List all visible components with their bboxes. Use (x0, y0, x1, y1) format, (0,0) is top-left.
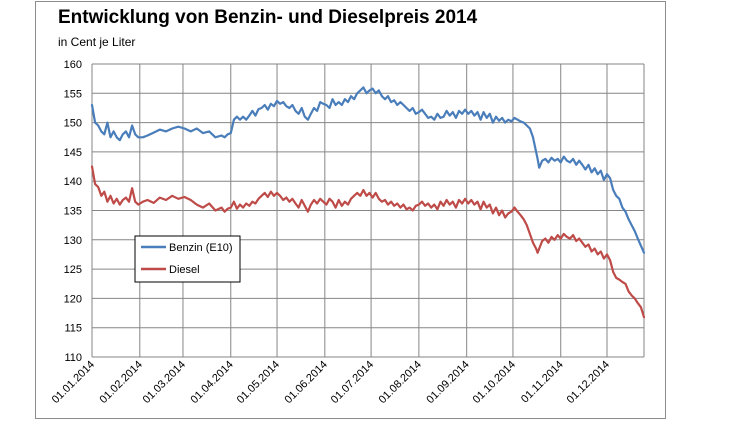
y-tick-label: 155 (64, 88, 82, 100)
y-tick-label: 160 (64, 59, 82, 71)
y-tick-label: 125 (64, 264, 82, 276)
x-tick-label: 01.07.2014 (329, 359, 376, 406)
chart-title: Entwicklung von Benzin- und Dieselpreis … (58, 7, 478, 28)
y-tick-label: 130 (64, 235, 82, 247)
series-line-benzin (90, 86, 646, 254)
legend-label: Benzin (E10) (169, 242, 233, 254)
series-line-diesel (90, 165, 646, 319)
x-tick-label: 01.03.2014 (141, 359, 188, 406)
x-tick-label: 01.10.2014 (471, 359, 518, 406)
y-tick-label: 120 (64, 293, 82, 305)
x-tick-label: 01.06.2014 (283, 359, 330, 406)
y-tick-label: 140 (64, 176, 82, 188)
x-tick-label: 01.05.2014 (235, 359, 282, 406)
legend: Benzin (E10) Diesel (134, 235, 241, 283)
y-tick-label: 135 (64, 206, 82, 218)
chart-subtitle: in Cent je Liter (58, 35, 136, 49)
y-tick-label: 145 (64, 147, 82, 159)
x-tick-label: 01.02.2014 (97, 359, 144, 406)
x-tick-label: 01.01.2014 (50, 359, 97, 406)
x-tick-label: 01.08.2014 (377, 359, 424, 406)
y-tick-label: 110 (64, 352, 82, 364)
x-tick-label: 01.09.2014 (424, 359, 471, 406)
y-tick-label: 150 (64, 118, 82, 130)
y-tick-label: 115 (64, 323, 82, 335)
x-tick-label: 01.12.2014 (565, 359, 612, 406)
x-tick-label: 01.04.2014 (188, 359, 235, 406)
x-tick-label: 01.11.2014 (519, 359, 566, 406)
legend-box (134, 235, 241, 283)
y-axis-ticks: 160 155 150 145 140 135 130 125 120 115 110 (64, 59, 82, 364)
gridlines (91, 63, 645, 358)
legend-label: Diesel (169, 264, 200, 276)
series-lines (90, 86, 646, 319)
